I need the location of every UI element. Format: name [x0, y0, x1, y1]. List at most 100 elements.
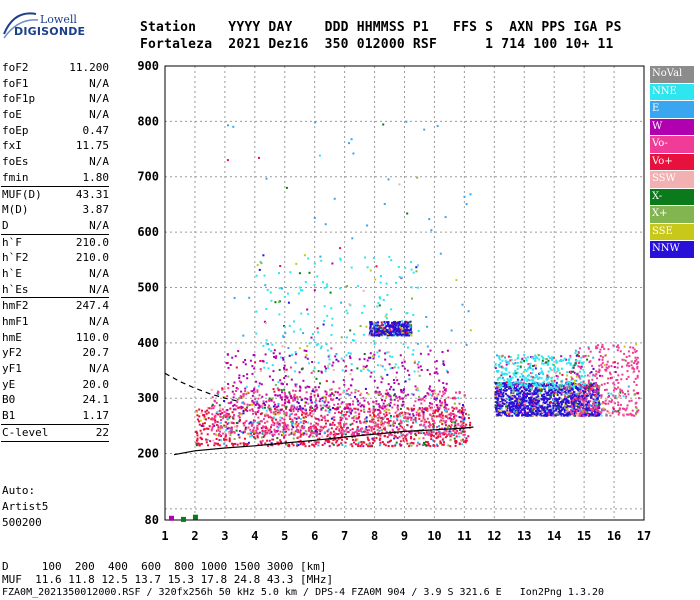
echo-point — [612, 344, 615, 347]
echo-region-range-spread-2 — [494, 353, 587, 390]
echo-point — [292, 437, 295, 440]
echo-point — [435, 397, 438, 400]
echo-point — [622, 413, 625, 416]
echo-point — [534, 374, 537, 377]
echo-point — [465, 437, 468, 440]
echo-point — [525, 359, 528, 362]
echo-point — [504, 384, 507, 387]
echo-point — [573, 392, 576, 395]
echo-point — [408, 324, 410, 327]
echo-point — [511, 410, 514, 413]
echo-point — [274, 408, 276, 410]
echo-point — [440, 420, 443, 423]
echo-point — [558, 388, 561, 391]
echo-point — [254, 404, 257, 406]
echo-point — [418, 437, 421, 440]
echo-point — [582, 414, 585, 417]
echo-point — [552, 399, 555, 401]
echo-point — [553, 386, 556, 389]
echo-point — [339, 437, 342, 440]
echo-point — [254, 437, 257, 440]
echo-point — [609, 414, 612, 417]
echo-point — [384, 352, 387, 355]
echo-point — [264, 442, 267, 445]
echo-point — [436, 426, 439, 428]
echo-point — [596, 393, 599, 396]
echo-point — [339, 287, 342, 290]
echo-point — [579, 378, 582, 381]
echo-point — [300, 399, 303, 401]
echo-point — [582, 383, 585, 386]
echo-point — [296, 406, 299, 409]
echo-point — [531, 384, 534, 387]
echo-point — [219, 421, 222, 424]
echo-point — [520, 410, 522, 413]
echo-point — [431, 419, 434, 422]
echo-point — [546, 394, 549, 397]
echo-point — [224, 435, 227, 438]
echo-point — [497, 410, 499, 413]
echo-point — [285, 407, 287, 410]
echo-point — [259, 413, 262, 415]
echo-point — [283, 325, 286, 327]
echo-point — [560, 389, 563, 391]
echo-point — [448, 413, 451, 416]
echo-point — [317, 386, 320, 389]
echo-point — [286, 424, 289, 427]
echo-point — [214, 419, 217, 422]
echo-point — [398, 333, 401, 336]
echo-point — [404, 429, 407, 432]
echo-point — [322, 427, 325, 430]
echo-point — [342, 389, 345, 392]
echo-point — [555, 374, 558, 377]
echo-point — [300, 289, 302, 292]
echo-point — [217, 391, 220, 394]
echo-point — [379, 281, 382, 284]
echo-point — [497, 411, 500, 414]
echo-point — [410, 428, 413, 431]
echo-point — [235, 390, 237, 392]
echo-point — [420, 408, 423, 411]
echo-point — [268, 397, 271, 400]
echo-point — [378, 429, 381, 432]
echo-point — [391, 321, 393, 324]
echo-point — [255, 310, 258, 313]
echo-point — [305, 350, 308, 352]
echo-point — [224, 426, 227, 428]
echo-point — [529, 405, 532, 408]
echo-point — [323, 442, 326, 445]
echo-point — [400, 326, 403, 329]
echo-point — [374, 322, 377, 325]
echo-point — [523, 359, 526, 362]
echo-point — [295, 426, 298, 428]
echo-point — [370, 330, 373, 333]
echo-point — [431, 417, 434, 420]
echo-point — [533, 390, 536, 393]
echo-point — [407, 412, 410, 415]
header-values: Fortaleza 2021 Dez16 350 012000 RSF 1 71… — [140, 37, 614, 52]
echo-point — [499, 401, 502, 403]
echo-point — [413, 438, 416, 441]
echo-point — [211, 428, 214, 430]
echo-point — [283, 388, 286, 391]
echo-point — [599, 412, 602, 415]
echo-point — [507, 360, 510, 363]
echo-point — [393, 434, 396, 437]
echo-point — [330, 388, 333, 391]
echo-point — [360, 443, 363, 446]
echo-point — [265, 339, 268, 342]
echo-point — [587, 382, 590, 384]
echo-point — [438, 425, 440, 428]
echo-point — [274, 410, 277, 413]
echo-point — [504, 360, 507, 363]
echo-point — [583, 386, 586, 389]
echo-point — [279, 419, 282, 422]
echo-point — [556, 377, 559, 380]
echo-point — [339, 416, 342, 419]
echo-point — [331, 442, 334, 445]
echo-point — [322, 404, 325, 407]
echo-point — [544, 396, 547, 399]
echo-point — [532, 413, 535, 416]
echo-point — [217, 429, 220, 431]
echo-point — [612, 361, 615, 364]
